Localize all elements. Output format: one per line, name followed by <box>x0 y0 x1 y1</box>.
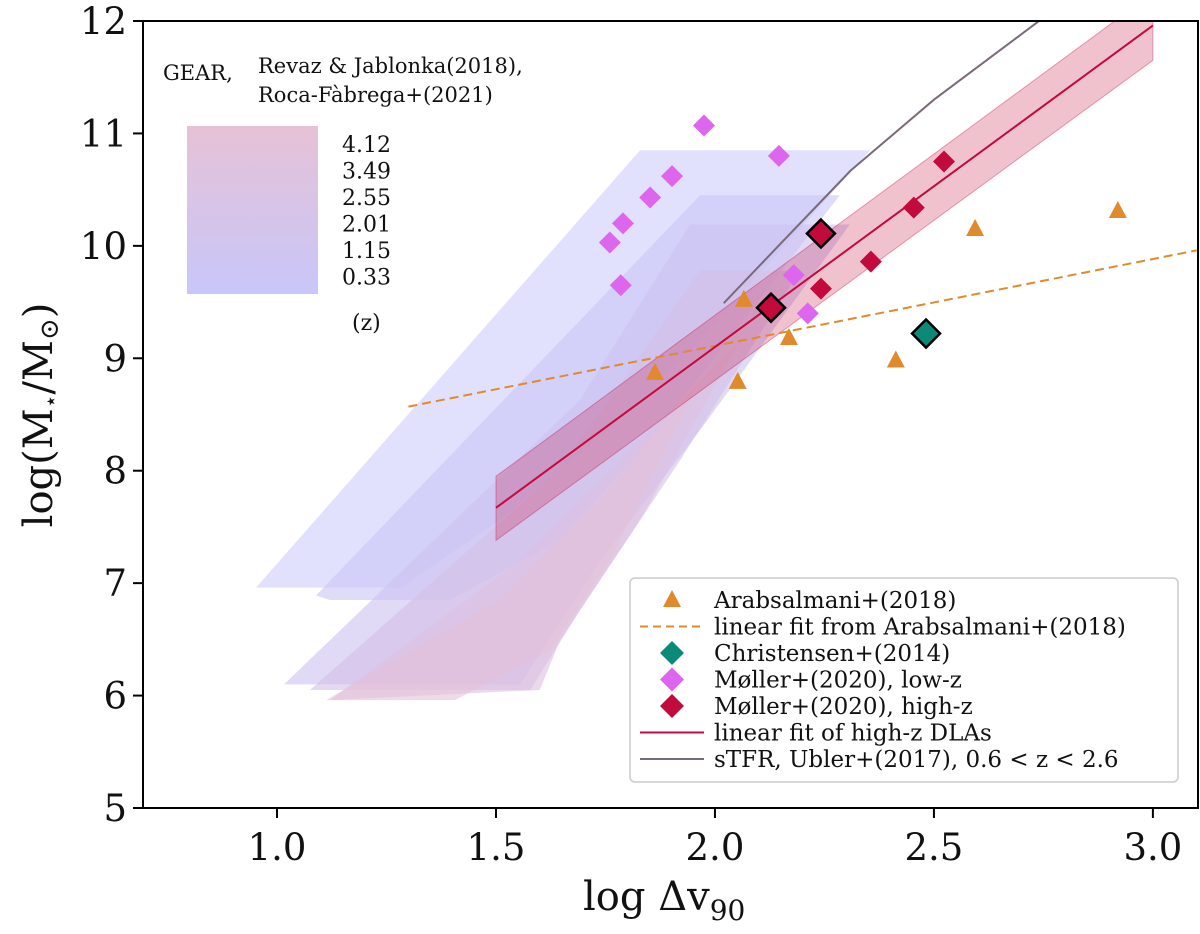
legend-marker-diamond <box>660 667 684 692</box>
colorbar-label: 0.33 <box>342 266 391 291</box>
data-points <box>598 114 1127 389</box>
y-tick-label: 6 <box>103 675 127 718</box>
gear-region-z-4.12 <box>326 379 701 701</box>
diamond-point <box>767 144 790 167</box>
diamond-point <box>902 196 925 219</box>
x-tick-label: 1.5 <box>467 826 526 869</box>
y-tick-label: 12 <box>80 0 127 43</box>
colorbar <box>187 126 318 294</box>
y-tick-label: 11 <box>80 112 127 155</box>
legend-label: linear fit of high-z DLAs <box>714 721 992 747</box>
colorbar-label: 2.01 <box>342 213 391 238</box>
diamond-point-outlined <box>755 291 787 324</box>
gear-title-line2: Roca-Fàbrega+(2021) <box>258 83 493 107</box>
x-tick-label: 2.5 <box>904 826 963 869</box>
diamond-point <box>782 264 805 287</box>
x-tick-label: 1.0 <box>248 826 307 869</box>
y-tick-label: 8 <box>103 450 127 493</box>
series-line-linear-fit-from <box>408 249 1197 408</box>
y-axis-label: log(M⋆/M⊙) <box>16 303 65 528</box>
diamond-point <box>639 186 662 209</box>
legend-label: Møller+(2020), high-z <box>714 694 973 720</box>
colorbar-label: 3.49 <box>342 160 391 185</box>
fit-band <box>495 21 1154 542</box>
legend-label: Christensen+(2014) <box>714 641 950 667</box>
colorbar-label: 1.15 <box>342 239 391 264</box>
diamond-point <box>598 231 621 254</box>
arabsalmani-point <box>645 362 664 380</box>
diamond-point-outlined <box>805 217 837 250</box>
legend-label: linear fit from Arabsalmani+(2018) <box>714 615 1126 641</box>
diamond-point <box>910 317 942 350</box>
colorbar-label: 2.55 <box>342 186 391 211</box>
series-line-stfr-ubler-z <box>722 21 1040 304</box>
arabsalmani-point <box>779 328 798 346</box>
arabsalmani-point <box>886 350 905 368</box>
diamond-point <box>859 250 882 273</box>
x-axis: 1.0 1.5 2.0 2.5 3.0 <box>248 808 1182 869</box>
diamond-point <box>693 114 716 137</box>
y-tick-label: 7 <box>103 562 127 605</box>
diamond-point <box>611 212 634 235</box>
legend-marker-diamond <box>660 641 684 665</box>
plot-frame <box>142 20 1199 809</box>
y-tick-label: 5 <box>103 787 127 830</box>
series-line-linear-fit-of <box>495 24 1154 509</box>
fit-lines <box>408 21 1197 509</box>
y-tick-label: 9 <box>103 337 127 380</box>
diamond-point <box>796 302 819 325</box>
arabsalmani-point <box>728 371 747 389</box>
x-axis-label: log Δv90 <box>583 874 745 927</box>
diamond-point <box>932 150 955 173</box>
gear-prefix: GEAR, <box>163 61 233 85</box>
arabsalmani-point <box>966 218 985 236</box>
diamond-point <box>661 165 684 188</box>
legend-marker-diamond <box>660 694 684 718</box>
legend-label: Arabsalmani+(2018) <box>713 588 956 614</box>
diamond-point <box>809 277 832 300</box>
diamond-point <box>609 274 632 297</box>
legend-label: sTFR, Ubler+(2017), 0.6 < z < 2.6 <box>714 747 1119 773</box>
arabsalmani-point <box>734 289 753 307</box>
legend-label: Møller+(2020), low-z <box>714 668 962 694</box>
arabsalmani-point <box>1108 201 1127 219</box>
gear-regions <box>255 150 870 701</box>
x-tick-label: 2.0 <box>686 826 745 869</box>
y-tick-label: 10 <box>80 225 127 268</box>
legend-marker-triangle <box>663 590 681 607</box>
colorbar-unit: (z) <box>352 311 381 336</box>
fit-band-area <box>495 21 1154 542</box>
legend: Arabsalmani+(2018)linear fit from Arabsa… <box>629 577 1179 783</box>
gear-annotation: GEAR, Revaz & Jablonka(2018), Roca-Fàbre… <box>163 54 523 336</box>
y-axis: 5 6 7 8 9 10 11 12 <box>80 0 143 830</box>
x-tick-label: 3.0 <box>1123 826 1182 869</box>
legend-box <box>629 577 1179 783</box>
colorbar-label: 4.12 <box>342 133 391 158</box>
gear-title-line1: Revaz & Jablonka(2018), <box>258 54 523 78</box>
